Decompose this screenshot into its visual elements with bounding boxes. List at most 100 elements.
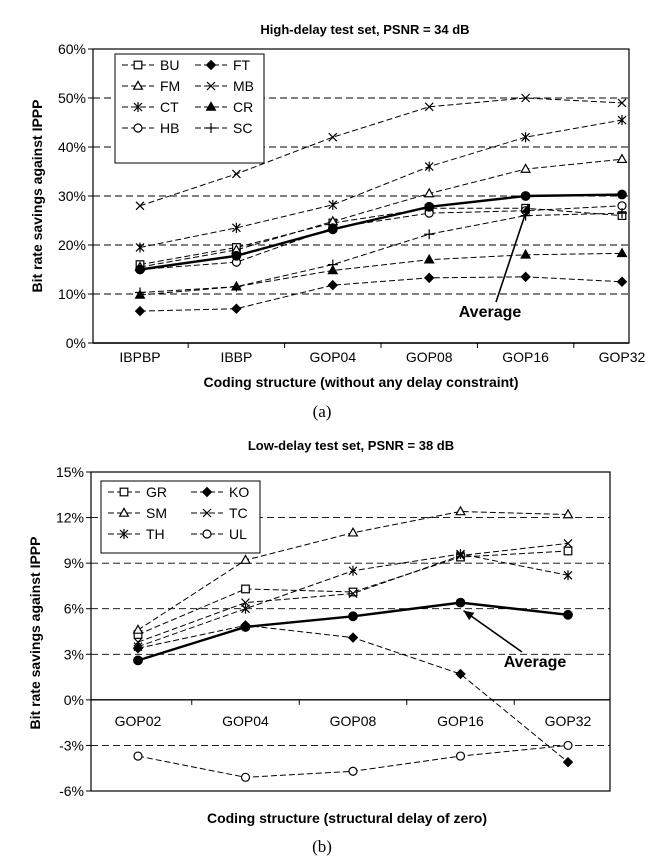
data-point [562, 508, 574, 519]
y-tick-label: 0% [66, 335, 86, 351]
data-point [616, 276, 628, 287]
data-point [563, 546, 573, 556]
data-point [133, 641, 143, 652]
data-point [132, 624, 144, 634]
series-line [137, 624, 569, 763]
series-average [135, 189, 627, 275]
series-fm [134, 153, 628, 271]
data-point [327, 224, 338, 235]
annotation-label: Average [504, 654, 567, 671]
y-tick-label: 9% [64, 555, 84, 571]
data-point [347, 632, 359, 643]
data-point [521, 93, 531, 103]
data-point [231, 222, 241, 233]
average-annotation: Average [463, 609, 567, 671]
data-point [348, 587, 358, 597]
data-point [423, 253, 435, 264]
data-point [328, 132, 338, 142]
legend-label: SC [233, 120, 252, 136]
legend-label: BU [160, 57, 179, 73]
y-tick-label: 60% [58, 41, 86, 57]
series-line [139, 212, 623, 294]
data-point [563, 740, 573, 751]
data-point [521, 132, 531, 143]
data-point [424, 229, 435, 240]
legend: BU FT FM MB CT CR HB SC [114, 53, 265, 164]
data-point [328, 199, 338, 210]
y-tick-label: 20% [58, 237, 86, 253]
data-point [520, 248, 532, 259]
x-tick-label: GOP04 [222, 713, 269, 729]
legend-label: FT [233, 57, 251, 73]
data-point [135, 242, 145, 253]
series-line [139, 252, 623, 296]
legend-item: SM [108, 505, 167, 521]
series-average [133, 597, 573, 666]
x-tick-label: GOP16 [502, 349, 549, 365]
legend-marker [201, 486, 213, 498]
data-point [563, 538, 573, 548]
data-point [134, 305, 146, 317]
x-tick-label: GOP32 [599, 349, 646, 365]
legend-marker [119, 487, 129, 497]
x-tick-label: IBPBP [119, 349, 160, 365]
x-tick-label: GOP04 [309, 349, 356, 365]
arrow-head [521, 204, 530, 215]
legend-item: SC [195, 120, 252, 136]
legend-item: HB [122, 120, 179, 136]
chart-low-delay: Low-delay test set, PSNR = 38 dB Coding … [27, 438, 611, 856]
legend-label: CR [233, 99, 253, 115]
x-tick-label: GOP16 [437, 713, 484, 729]
data-point [616, 153, 628, 164]
data-point [520, 191, 531, 201]
series-line [139, 193, 623, 271]
legend-item: CR [195, 99, 253, 115]
data-point [563, 570, 573, 581]
series-hb [135, 201, 627, 275]
y-tick-label: 50% [58, 90, 86, 106]
legend-label: FM [160, 78, 180, 94]
legend-marker [202, 529, 212, 539]
legend-item: UL [191, 526, 247, 542]
legend-marker [205, 59, 217, 71]
legend-marker [118, 507, 130, 517]
chart-title: High-delay test set, PSNR = 34 dB [260, 22, 469, 37]
data-point [563, 609, 573, 620]
arrow-head [463, 610, 475, 621]
legend-label: UL [229, 526, 247, 542]
x-tick-label: GOP08 [406, 349, 453, 365]
data-point [348, 565, 358, 576]
series-line [139, 276, 623, 312]
legend-item: FM [122, 78, 180, 94]
legend-item: BU [122, 57, 179, 73]
caption-b: (b) [312, 837, 332, 856]
series-line [137, 542, 569, 643]
legend-marker [132, 80, 144, 90]
legend-item: MB [195, 78, 254, 94]
legend-item: CT [122, 99, 179, 115]
series-line [139, 158, 623, 268]
x-tick-label: GOP08 [330, 713, 377, 729]
data-point [327, 259, 338, 270]
legend-marker [133, 123, 143, 133]
x-tick-label: IBBP [220, 349, 252, 365]
legend-label: GR [146, 484, 167, 500]
y-tick-label: 15% [56, 464, 84, 480]
legend-item: TC [191, 505, 248, 521]
data-point [348, 766, 358, 776]
series-ft [134, 271, 628, 317]
data-point [423, 187, 435, 198]
data-point [135, 287, 145, 298]
series-ct [135, 115, 627, 253]
series-line [139, 119, 623, 248]
data-point [455, 751, 466, 761]
data-point [133, 751, 143, 761]
legend-label: MB [233, 78, 254, 94]
x-axis-label: Coding structure (structural delay of ze… [207, 810, 487, 826]
y-tick-label: -6% [59, 783, 84, 799]
data-point [133, 655, 143, 666]
data-point [562, 756, 574, 768]
annotation-arrow [495, 203, 530, 303]
annotation-arrow [463, 609, 523, 653]
